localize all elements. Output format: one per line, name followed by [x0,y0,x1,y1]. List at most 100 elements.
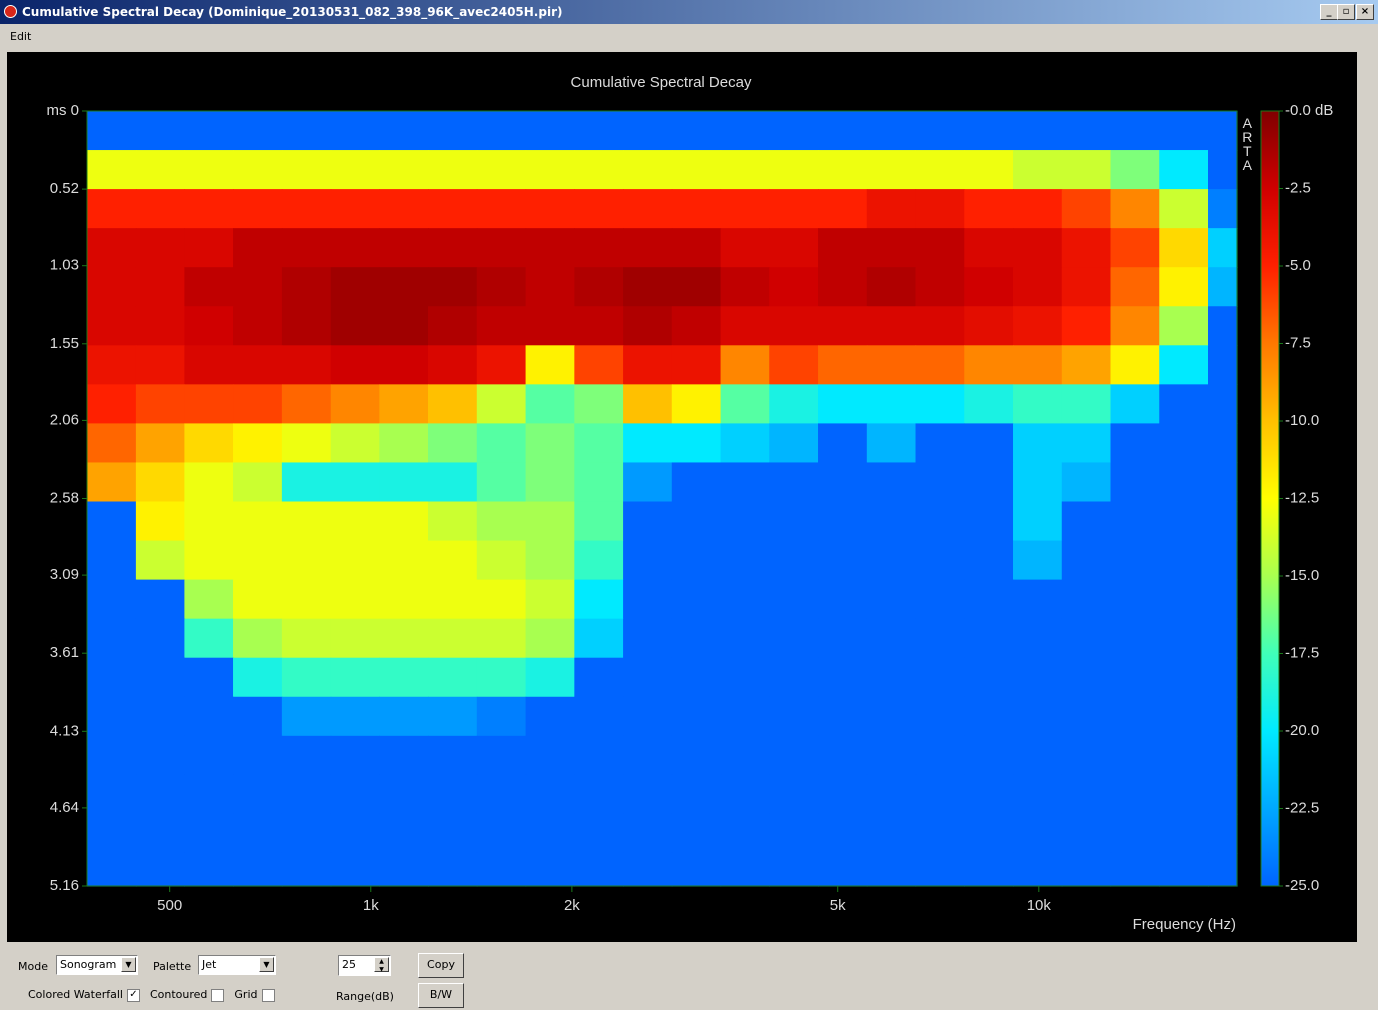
heatmap-cell [769,267,819,307]
heatmap-cell [330,618,380,659]
heatmap-cell [379,735,429,776]
range-spinner[interactable]: 25 ▲ ▼ [338,955,391,976]
heatmap-cell [330,774,380,815]
copy-button[interactable]: Copy [418,953,464,978]
heatmap-cell [1013,657,1063,698]
heatmap-cell [87,267,137,307]
heatmap-cell [866,813,917,854]
heatmap-cell [964,189,1014,229]
heatmap-cell [135,384,185,425]
heatmap-cell [623,306,673,346]
mode-select[interactable]: Sonogram ▼ [56,955,138,975]
heatmap-cell [379,618,429,659]
heatmap-cell [769,345,819,385]
heatmap-cell [135,345,185,385]
heatmap-cell [428,384,478,425]
heatmap-cell [1110,267,1160,307]
heatmap-cell [1159,735,1209,776]
heatmap-cell [574,852,624,887]
heatmap-cell [1061,540,1112,581]
heatmap-cell [135,852,185,887]
heatmap-cell [623,813,673,854]
checkbox-label: Contoured [149,988,208,1001]
heatmap-cell [330,423,380,464]
checkbox[interactable]: ✓ [126,988,140,1002]
heatmap-cell [1013,111,1063,151]
heatmap-cell [428,150,478,190]
heatmap-cell [866,306,917,346]
checkbox[interactable] [211,988,225,1002]
maximize-button[interactable]: ▫ [1337,4,1355,20]
heatmap-cell [1013,696,1063,737]
heatmap-cell [330,228,380,268]
heatmap-cell [1208,540,1238,581]
heatmap-cell [1159,696,1209,737]
heatmap-cell [720,735,770,776]
heatmap-cell [428,852,478,887]
heatmap-cell [184,111,234,151]
heatmap-cell [281,423,332,464]
heatmap-cell [1061,306,1112,346]
heatmap-cell [281,228,332,268]
heatmap-cell [135,735,185,776]
heatmap-cell [281,462,332,503]
heatmap-cell [428,228,478,268]
heatmap-cell [1159,111,1209,151]
heatmap-cell [1110,852,1160,887]
y-tick-label: 4.13 [50,722,79,739]
heatmap-cell [915,618,965,659]
heatmap-cell [233,774,283,815]
close-button[interactable]: × [1356,4,1374,20]
heatmap-cell [623,462,673,503]
heatmap-cell [671,540,722,581]
heatmap-cell [379,267,429,307]
heatmap-cell [330,735,380,776]
heatmap-cell [428,462,478,503]
heatmap-cell [720,852,770,887]
heatmap-cell [720,462,770,503]
heatmap-cell [574,696,624,737]
heatmap-cell [428,774,478,815]
heatmap-cell [330,501,380,542]
heatmap-cell [1110,501,1160,542]
heatmap-cell [915,267,965,307]
heatmap-cell [379,540,429,581]
heatmap-cell [135,111,185,151]
menu-item[interactable]: Edit [10,30,32,43]
heatmap-cell [1061,345,1112,385]
heatmap-cell [281,774,332,815]
heatmap-cell [135,267,185,307]
bw-button[interactable]: B/W [418,983,464,1008]
heatmap-cell [818,306,868,346]
heatmap-cell [720,345,770,385]
heatmap-cell [623,267,673,307]
heatmap-cell [233,384,283,425]
heatmap-cell [330,150,380,190]
checkbox[interactable] [261,988,275,1002]
heatmap-cell [574,579,624,620]
heatmap-cell [1110,306,1160,346]
heatmap-cell [915,813,965,854]
heatmap-cell [281,345,332,385]
chart-title: Cumulative Spectral Decay [571,74,752,91]
heatmap-cell [671,267,722,307]
heatmap-cell [720,813,770,854]
checkbox-row: Colored Waterfall ✓ Contoured Grid [28,988,285,1002]
heatmap-cell [184,813,234,854]
heatmap-cell [964,696,1014,737]
heatmap-cell [818,852,868,887]
heatmap-cell [525,774,575,815]
heatmap-cell [87,657,137,698]
heatmap-cell [135,813,185,854]
heatmap-cell [866,111,917,151]
heatmap-cell [525,228,575,268]
heatmap-cell [281,852,332,887]
colorbar-tick-label: -0.0 dB [1285,102,1333,119]
palette-select[interactable]: Jet ▼ [198,955,276,975]
minimize-button[interactable]: _ [1320,4,1338,20]
heatmap-cell [428,696,478,737]
heatmap-cell [476,189,527,229]
heatmap-cell [866,618,917,659]
watermark: ARTA [1239,115,1255,171]
